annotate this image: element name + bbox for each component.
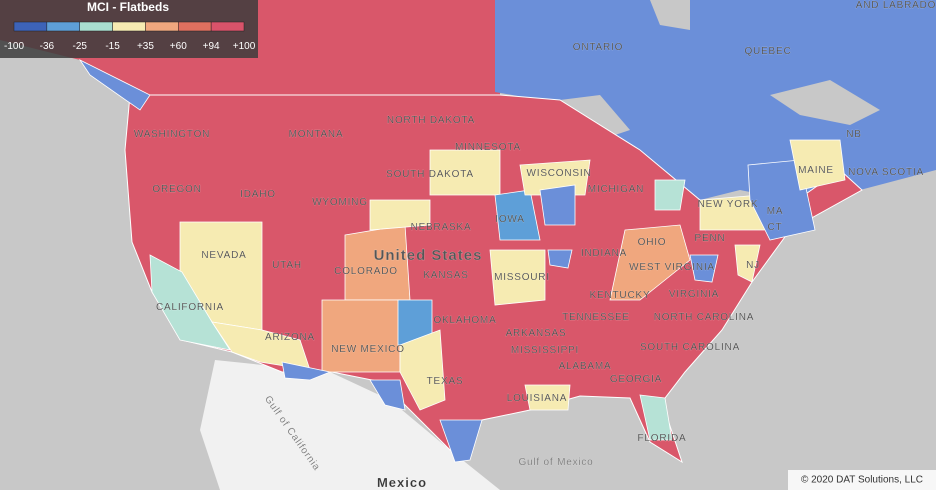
country-label: United States — [374, 247, 483, 264]
map-label: OHIO — [638, 237, 667, 248]
sea-label: Gulf of Mexico — [518, 457, 593, 468]
region — [609, 224, 691, 301]
map-label: AND LABRADOR — [856, 0, 936, 11]
legend-swatch — [112, 21, 146, 32]
region — [321, 299, 401, 373]
map-label: QUEBEC — [744, 46, 791, 57]
legend-tick-label: -15 — [105, 41, 120, 52]
map-label: MICHIGAN — [588, 184, 644, 195]
legend-swatch — [178, 21, 212, 32]
legend-swatch — [79, 21, 113, 32]
map-label: IDAHO — [240, 189, 276, 200]
map-label: NORTH DAKOTA — [387, 115, 475, 126]
map-label: MINNESOTA — [455, 142, 521, 153]
map-label: CALIFORNIA — [156, 302, 224, 313]
map-label: ARIZONA — [265, 332, 315, 343]
legend-swatch — [210, 21, 245, 32]
map-label: NEW YORK — [698, 199, 759, 210]
map-label: NEBRASKA — [411, 222, 472, 233]
map-label: SOUTH CAROLINA — [640, 342, 740, 353]
map-label: OKLAHOMA — [433, 315, 496, 326]
region — [489, 159, 591, 306]
map-label: ONTARIO — [573, 42, 623, 53]
region — [281, 361, 483, 463]
map-label: FLORIDA — [638, 433, 687, 444]
map-label: MISSISSIPPI — [511, 345, 579, 356]
map-label: MAINE — [798, 165, 834, 176]
legend-swatch — [145, 21, 179, 32]
region — [399, 329, 446, 411]
region — [689, 254, 719, 283]
map-label: WASHINGTON — [134, 129, 210, 140]
map-label: OREGON — [152, 184, 201, 195]
map-label: ARKANSAS — [506, 328, 567, 339]
map-label: KANSAS — [423, 270, 468, 281]
map-label: NOVA SCOTIA — [848, 167, 924, 178]
map-label: UTAH — [272, 260, 302, 271]
map-label: MA — [767, 206, 784, 217]
legend-tick-label: +60 — [170, 41, 187, 52]
map-label: GEORGIA — [610, 374, 662, 385]
map-label: INDIANA — [581, 248, 627, 259]
map-label: WISCONSIN — [527, 168, 592, 179]
region — [789, 139, 846, 191]
map-label: NJ — [746, 260, 760, 271]
region — [734, 244, 761, 283]
map-label: CT — [768, 222, 783, 233]
copyright: © 2020 DAT Solutions, LLC — [801, 475, 923, 486]
copyright-box — [788, 470, 936, 490]
region — [78, 58, 151, 111]
map-label: LOUISIANA — [507, 393, 568, 404]
map-label: NEVADA — [201, 250, 246, 261]
map-label: NORTH CAROLINA — [654, 312, 754, 323]
legend-title: MCI - Flatbeds — [87, 0, 169, 14]
map-label: NB — [846, 129, 862, 140]
map-label: TENNESSEE — [562, 312, 630, 323]
legend-tick-label: -36 — [40, 41, 55, 52]
legend-tick-label: +100 — [233, 41, 256, 52]
map-label: NEW MEXICO — [331, 344, 405, 355]
legend-tick-label: +94 — [203, 41, 220, 52]
map-label: WYOMING — [312, 197, 368, 208]
map-label: KENTUCKY — [590, 290, 651, 301]
map-label: VIRGINIA — [669, 289, 719, 300]
map-label: TEXAS — [427, 376, 464, 387]
legend-swatch — [13, 21, 48, 32]
mexico-land — [200, 360, 500, 490]
map-label: SOUTH DAKOTA — [386, 169, 474, 180]
legend-swatch — [46, 21, 80, 32]
region — [494, 189, 541, 241]
legend-tick-label: -100 — [4, 41, 24, 52]
map-label: PENN — [695, 233, 726, 244]
region — [639, 394, 673, 441]
map-label: MISSOURI — [494, 272, 550, 283]
legend-tick-label: +35 — [137, 41, 154, 52]
map-label: IOWA — [495, 214, 525, 225]
map-label: WEST VIRGINIA — [629, 262, 715, 273]
map-label: COLORADO — [334, 266, 398, 277]
region — [654, 179, 686, 211]
map-label: MONTANA — [289, 129, 344, 140]
lakes — [560, 0, 880, 140]
legend-tick-label: -25 — [72, 41, 87, 52]
country-label: Mexico — [377, 475, 427, 490]
map-label: ALABAMA — [559, 361, 612, 372]
region — [539, 184, 576, 269]
region — [149, 254, 231, 351]
region — [524, 384, 571, 411]
